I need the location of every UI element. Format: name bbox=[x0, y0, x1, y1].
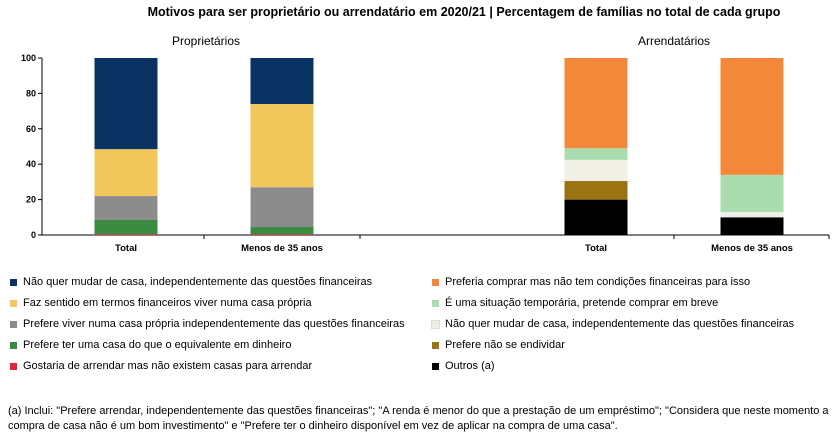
bar-segment bbox=[720, 217, 784, 235]
legend-swatch bbox=[10, 341, 17, 349]
chart-axes bbox=[38, 57, 830, 239]
bar-segment bbox=[720, 211, 784, 218]
bar-segment bbox=[564, 199, 628, 235]
legend-swatch bbox=[10, 362, 17, 370]
bar-segment bbox=[94, 234, 158, 235]
legend-label: Não quer mudar de casa, independentement… bbox=[23, 276, 373, 288]
bar-segment bbox=[94, 149, 158, 197]
bar-segment bbox=[564, 181, 628, 200]
bar-segment bbox=[564, 148, 628, 160]
legend-swatch bbox=[432, 299, 439, 307]
y-tick-label: 20 bbox=[26, 195, 36, 205]
legend-label: Prefere ter uma casa do que o equivalent… bbox=[23, 339, 292, 351]
bar-segment bbox=[720, 58, 784, 175]
stacked-bar-chart: Motivos para ser proprietário ou arrenda… bbox=[21, 5, 830, 254]
bar-segment bbox=[250, 234, 314, 235]
legend-swatch bbox=[432, 362, 439, 370]
legend-item: É uma situação temporária, pretende comp… bbox=[432, 297, 718, 309]
bar-segment bbox=[564, 58, 628, 149]
bar-segment bbox=[94, 196, 158, 220]
bar-segment bbox=[720, 174, 784, 212]
bar-segment bbox=[564, 159, 628, 182]
legend-label: Prefere não se endividar bbox=[445, 339, 565, 351]
legend-item: Outros (a) bbox=[432, 360, 495, 372]
y-tick-label: 40 bbox=[26, 159, 36, 169]
legend-swatch bbox=[432, 341, 439, 349]
legend-label: Prefere viver numa casa própria independ… bbox=[23, 318, 405, 330]
bar-segment bbox=[94, 219, 158, 235]
legend-item: Faz sentido em termos financeiros viver … bbox=[10, 297, 312, 309]
chart-legend: Não quer mudar de casa, independentement… bbox=[10, 276, 830, 376]
bar-segment bbox=[94, 58, 158, 150]
legend-swatch bbox=[432, 278, 439, 286]
y-tick-label: 100 bbox=[21, 53, 36, 63]
legend-item: Prefere ter uma casa do que o equivalent… bbox=[10, 339, 291, 351]
bar-segment bbox=[250, 187, 314, 228]
bar-segment bbox=[250, 104, 314, 188]
x-category-label: Total bbox=[585, 243, 607, 254]
legend-label: Preferia comprar mas não tem condições f… bbox=[445, 276, 751, 288]
x-category-label: Menos de 35 anos bbox=[711, 243, 793, 254]
legend-item: Gostaria de arrendar mas não existem cas… bbox=[10, 360, 312, 372]
panel-label: Proprietários bbox=[172, 34, 240, 48]
chart-labels: 0 20 40 60 80 100 Proprietários Total Menos de 3… bbox=[21, 34, 793, 254]
x-category-label: Menos de 35 anos bbox=[241, 243, 323, 254]
legend-item: Prefere viver numa casa própria independ… bbox=[10, 318, 405, 330]
legend-swatch bbox=[10, 320, 17, 328]
legend-swatch bbox=[431, 319, 440, 329]
legend-swatch bbox=[10, 299, 17, 307]
legend-label: É uma situação temporária, pretende comp… bbox=[445, 297, 719, 309]
chart-bars bbox=[94, 58, 784, 235]
legend-label: Gostaria de arrendar mas não existem cas… bbox=[23, 360, 313, 372]
legend-item: Prefere não se endividar bbox=[432, 339, 565, 351]
bar-segment bbox=[250, 227, 314, 235]
legend-label: Faz sentido em termos financeiros viver … bbox=[23, 297, 312, 309]
x-category-label: Total bbox=[115, 243, 137, 254]
chart-title: Motivos para ser proprietário ou arrenda… bbox=[148, 5, 781, 19]
bar-segment bbox=[250, 58, 314, 105]
legend-item: Não quer mudar de casa, independentement… bbox=[10, 276, 372, 288]
y-tick-label: 80 bbox=[26, 88, 36, 98]
legend-label: Outros (a) bbox=[445, 360, 495, 372]
y-tick-label: 60 bbox=[26, 124, 36, 134]
panel-label: Arrendatários bbox=[638, 34, 710, 48]
legend-item: Preferia comprar mas não tem condições f… bbox=[432, 276, 750, 288]
footnote: (a) Inclui: "Prefere arrendar, independe… bbox=[8, 405, 829, 432]
y-tick-label: 0 bbox=[31, 230, 36, 240]
legend-item: Não quer mudar de casa, independentement… bbox=[431, 318, 795, 330]
legend-label: Não quer mudar de casa, independentement… bbox=[445, 318, 795, 330]
legend-swatch bbox=[10, 278, 17, 286]
